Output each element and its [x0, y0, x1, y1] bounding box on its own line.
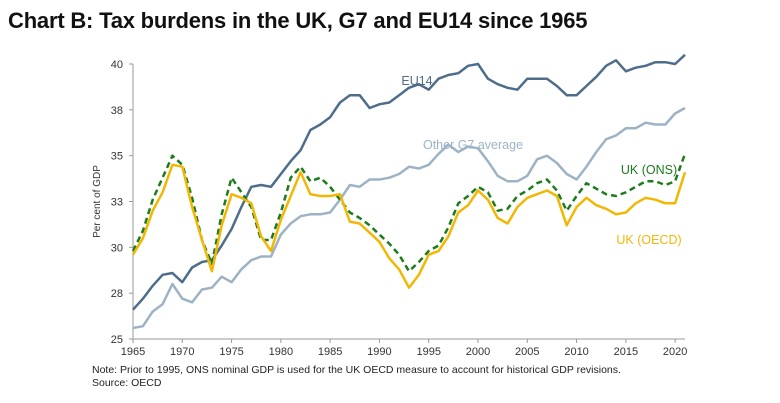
series-line-eu14	[132, 53, 686, 311]
chart-title: Chart B: Tax burdens in the UK, G7 and E…	[8, 8, 588, 33]
x-tick-label: 2020	[663, 346, 687, 358]
series-label-other-g7-average: Other G7 average	[423, 138, 523, 152]
x-tick-group: 1965 1970 1975 1980 1985 1990 1995 2000 2005 2010…	[121, 339, 687, 358]
series-label-uk-oecd: UK (OECD)	[616, 233, 681, 247]
series-line-uk-oecd	[131, 163, 687, 289]
x-tick-label: 1985	[318, 346, 342, 358]
x-tick-label: 1965	[121, 346, 145, 358]
y-tick-group: 25 28 30 33 35 38 40	[111, 59, 133, 346]
x-tick-label: 1990	[367, 346, 391, 358]
x-tick-label: 2005	[515, 346, 539, 358]
x-tick-label: 2010	[564, 346, 588, 358]
x-tick-label: 1995	[416, 346, 440, 358]
x-tick-label: 1975	[219, 346, 243, 358]
x-tick-label: 1980	[269, 346, 293, 358]
chart-note: Note: Prior to 1995, ONS nominal GDP is …	[92, 364, 621, 376]
x-tick-label: 2000	[466, 346, 490, 358]
x-tick-label: 2015	[614, 346, 638, 358]
series-label-uk-ons: UK (ONS)	[621, 163, 677, 177]
y-tick-label: 33	[111, 197, 123, 209]
series-label-group: EU14 Other G7 average UK (ONS) UK (OECD)	[401, 74, 681, 247]
y-tick-label: 28	[111, 288, 123, 300]
series-group	[131, 53, 687, 330]
series-line-other-g7-average	[132, 106, 686, 330]
x-tick-label: 1970	[170, 346, 194, 358]
y-axis-label: Per cent of GDP	[92, 165, 103, 238]
chart-source: Source: OECD	[92, 377, 162, 389]
series-line-uk-ons	[131, 153, 687, 273]
y-tick-label: 38	[111, 105, 123, 117]
series-label-eu14: EU14	[401, 74, 432, 88]
y-tick-label: 35	[111, 151, 123, 163]
y-tick-label: 25	[111, 334, 123, 346]
y-tick-label: 40	[111, 59, 123, 71]
chart-axes	[132, 64, 685, 340]
y-tick-label: 30	[111, 242, 123, 254]
